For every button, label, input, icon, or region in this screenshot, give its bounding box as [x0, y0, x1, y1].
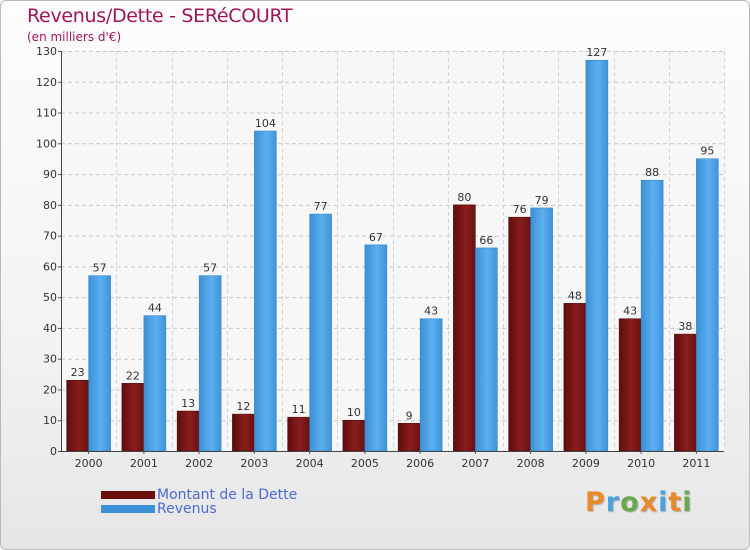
legend-item-revenus: Revenus	[101, 501, 217, 517]
legend-swatch-revenus	[101, 505, 155, 513]
x-tick-label: 2002	[185, 457, 213, 470]
data-label-dette: 76	[513, 203, 527, 216]
data-label-revenus: 95	[700, 145, 714, 158]
bar-dette	[618, 318, 642, 452]
chart-subtitle: (en milliers d'€)	[27, 30, 122, 44]
data-label-revenus: 79	[535, 194, 549, 207]
y-tick-label: 100	[36, 137, 57, 150]
data-label-dette: 22	[126, 369, 140, 382]
bar-dette	[508, 216, 531, 452]
y-tick-label: 20	[43, 383, 57, 396]
data-label-revenus: 77	[314, 200, 328, 213]
bar-revenus	[143, 315, 167, 452]
bar-revenus	[585, 59, 609, 452]
y-tick-label: 40	[43, 322, 57, 335]
data-label-dette: 38	[678, 320, 692, 333]
x-tick-label: 2006	[406, 457, 434, 470]
x-tick-label: 2001	[130, 457, 158, 470]
chart-title: Revenus/Dette - SERéCOURT	[27, 5, 293, 27]
data-label-dette: 12	[236, 400, 250, 413]
x-tick-label: 2011	[682, 457, 710, 470]
bar-dette	[121, 383, 145, 452]
bar-revenus	[640, 179, 664, 452]
x-tick-label: 2000	[75, 457, 103, 470]
y-tick-label: 90	[43, 168, 57, 181]
bar-revenus	[419, 318, 443, 452]
y-tick-label: 0	[50, 445, 57, 458]
bar-dette	[397, 423, 421, 452]
data-label-revenus: 44	[148, 302, 162, 315]
data-label-dette: 23	[71, 366, 85, 379]
bar-revenus	[696, 158, 719, 452]
axes: 0 10 20 30 40 50 60 70 80 90 100 110 120 130 2000 2001 2…	[36, 45, 724, 470]
bar-revenus	[88, 275, 111, 452]
data-label-revenus: 57	[203, 262, 217, 275]
x-tick-label: 2010	[627, 457, 655, 470]
bar-revenus	[309, 213, 332, 452]
logo-letter: o	[620, 487, 640, 518]
plot-area	[61, 51, 724, 451]
legend-swatch-dette	[101, 491, 155, 499]
x-tick-label: 2007	[461, 457, 489, 470]
y-tick-label: 70	[43, 230, 57, 243]
grid-lines	[61, 51, 725, 452]
bar-dette	[453, 204, 476, 452]
logo-letter: i	[658, 487, 669, 518]
logo-letter: i	[682, 487, 693, 518]
bar-dette	[176, 410, 200, 452]
data-label-dette: 80	[457, 191, 471, 204]
legend-label-dette: Montant de la Dette	[157, 487, 298, 503]
x-tick-label: 2004	[296, 457, 324, 470]
data-labels: 23 57 22 44 13 57 12 104 11 77 10 67 9 43 80 66 76 79 48 12…	[71, 46, 715, 422]
x-tick-label: 2005	[351, 457, 379, 470]
legend-item-dette: Montant de la Dette	[101, 487, 297, 503]
data-label-dette: 48	[568, 289, 582, 302]
bar-revenus	[530, 207, 553, 452]
bar-revenus	[254, 130, 277, 452]
bars	[66, 59, 719, 452]
data-label-revenus: 127	[586, 46, 607, 59]
logo-letter: x	[639, 487, 659, 518]
data-label-dette: 10	[347, 406, 361, 419]
bar-revenus	[198, 275, 222, 452]
bar-dette	[287, 416, 310, 452]
data-label-dette: 11	[292, 403, 306, 416]
y-tick-label: 60	[43, 260, 57, 273]
data-label-dette: 9	[406, 409, 413, 422]
data-label-dette: 13	[181, 397, 195, 410]
bar-revenus	[364, 244, 388, 452]
logo-letter: t	[668, 487, 683, 518]
data-label-revenus: 104	[255, 117, 276, 130]
data-label-revenus: 67	[369, 231, 383, 244]
proxiti-logo: Proxiti	[585, 487, 693, 518]
bar-revenus	[475, 247, 498, 452]
data-label-revenus: 88	[645, 166, 659, 179]
data-label-revenus: 43	[424, 305, 438, 318]
bar-dette	[342, 419, 366, 452]
y-tick-label: 80	[43, 199, 57, 212]
x-tick-label: 2008	[517, 457, 545, 470]
bar-dette	[66, 379, 89, 452]
data-label-revenus: 57	[93, 262, 107, 275]
y-tick-label: 10	[43, 414, 57, 427]
x-tick-label: 2003	[240, 457, 268, 470]
bar-dette	[563, 303, 587, 452]
y-tick-label: 130	[36, 45, 57, 58]
legend-label-revenus: Revenus	[157, 501, 217, 517]
logo-letter: P	[585, 487, 606, 518]
y-tick-label: 50	[43, 291, 57, 304]
data-label-dette: 43	[623, 305, 637, 318]
data-label-revenus: 66	[479, 234, 493, 247]
logo-letter: r	[605, 487, 621, 518]
y-tick-label: 110	[36, 107, 57, 120]
x-tick-label: 2009	[572, 457, 600, 470]
bar-dette	[232, 413, 255, 452]
y-tick-label: 30	[43, 353, 57, 366]
y-tick-label: 120	[36, 76, 57, 89]
bar-dette	[674, 333, 697, 452]
